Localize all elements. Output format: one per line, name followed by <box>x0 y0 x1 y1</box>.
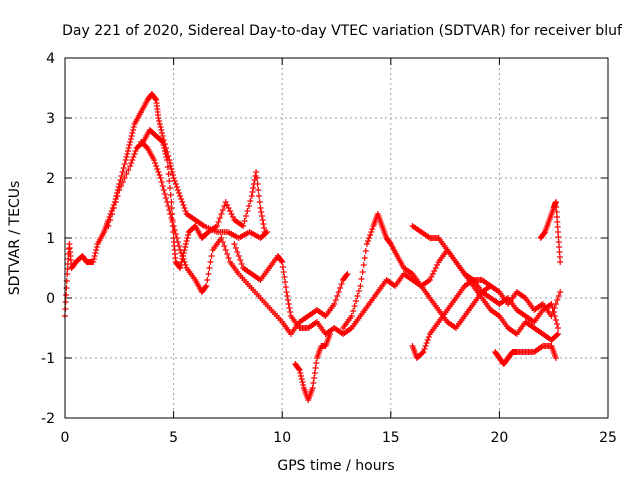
series-track-6 <box>340 211 564 331</box>
y-tick-label: 1 <box>46 231 55 247</box>
series-markers <box>292 331 333 403</box>
series-track-2 <box>105 127 268 271</box>
x-tick-label: 0 <box>61 430 70 446</box>
x-tick-label: 5 <box>169 430 178 446</box>
y-tick-label: 3 <box>46 111 55 127</box>
plot-frame <box>64 57 609 419</box>
y-tick-label: -2 <box>41 411 55 427</box>
series-track-3 <box>138 139 351 337</box>
series-markers <box>62 91 270 319</box>
chart-title: Day 221 of 2020, Sidereal Day-to-day VTE… <box>62 23 623 39</box>
series-markers <box>340 211 564 331</box>
series-track-9 <box>492 343 559 367</box>
series-track-8 <box>409 223 561 343</box>
series-track-10 <box>537 199 564 265</box>
y-axis-label: SDTVAR / TECUs <box>7 181 23 296</box>
series-markers <box>409 223 561 343</box>
y-tick-label: 0 <box>46 291 55 307</box>
x-tick-label: 10 <box>273 430 291 446</box>
series-track-1 <box>62 91 270 319</box>
axis-ticks: 0 5 10 15 20 25 -2 -1 0 1 2 3 4 <box>41 51 617 446</box>
series-markers <box>138 139 351 337</box>
x-axis-label: GPS time / hours <box>277 458 394 474</box>
data-series <box>62 91 564 403</box>
x-tick-label: 20 <box>490 430 508 446</box>
series-markers <box>105 127 268 271</box>
x-tick-label: 15 <box>382 430 400 446</box>
series-markers <box>537 199 564 265</box>
grid <box>64 57 609 419</box>
y-tick-label: 2 <box>46 171 55 187</box>
series-markers <box>492 343 559 367</box>
series-track-5 <box>292 331 333 403</box>
x-tick-label: 25 <box>599 430 617 446</box>
y-tick-label: -1 <box>41 351 55 367</box>
y-tick-label: 4 <box>46 51 55 67</box>
